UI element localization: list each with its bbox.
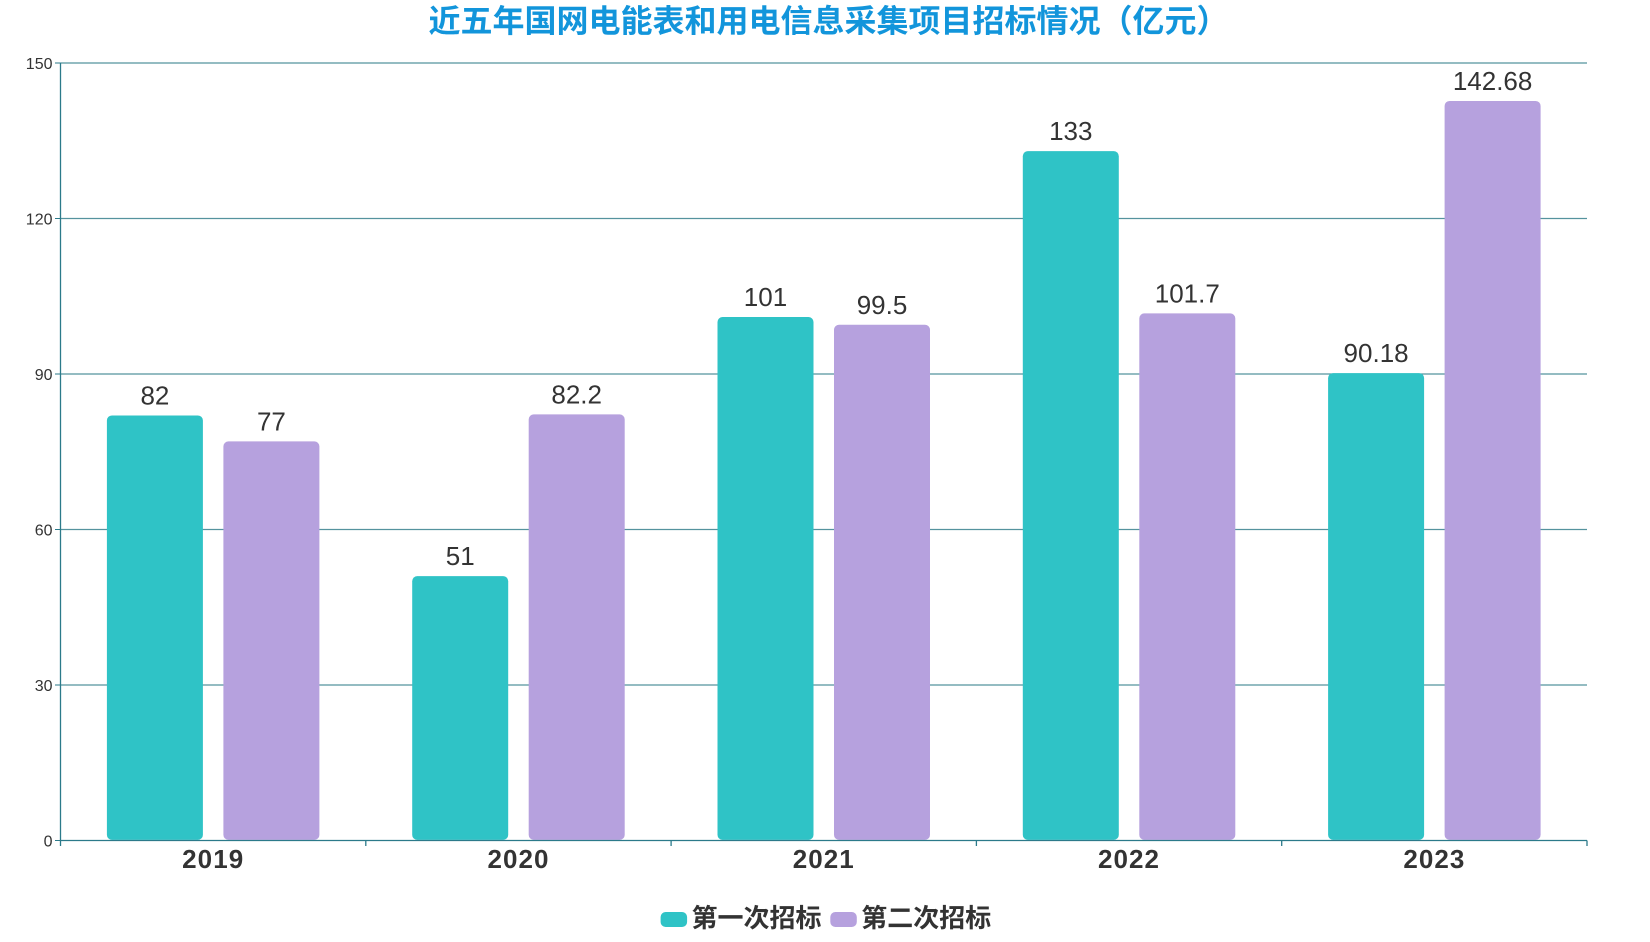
svg-text:2022: 2022 bbox=[1098, 844, 1160, 874]
svg-text:101.7: 101.7 bbox=[1155, 278, 1220, 308]
svg-text:2020: 2020 bbox=[487, 844, 549, 874]
svg-text:82: 82 bbox=[140, 381, 169, 411]
svg-text:30: 30 bbox=[35, 678, 53, 695]
svg-text:142.68: 142.68 bbox=[1453, 66, 1533, 96]
svg-text:120: 120 bbox=[26, 211, 53, 228]
svg-text:90: 90 bbox=[35, 367, 53, 384]
svg-text:0: 0 bbox=[44, 833, 53, 850]
svg-text:60: 60 bbox=[35, 522, 53, 539]
svg-text:51: 51 bbox=[446, 541, 475, 571]
svg-text:99.5: 99.5 bbox=[857, 290, 908, 320]
svg-text:90.18: 90.18 bbox=[1344, 338, 1409, 368]
svg-text:150: 150 bbox=[26, 56, 53, 73]
svg-text:2023: 2023 bbox=[1403, 844, 1465, 874]
svg-text:101: 101 bbox=[744, 282, 787, 312]
svg-text:133: 133 bbox=[1049, 116, 1092, 146]
svg-text:77: 77 bbox=[257, 406, 286, 436]
svg-text:82.2: 82.2 bbox=[551, 379, 602, 409]
svg-text:2019: 2019 bbox=[182, 844, 244, 874]
svg-text:2021: 2021 bbox=[793, 844, 855, 874]
